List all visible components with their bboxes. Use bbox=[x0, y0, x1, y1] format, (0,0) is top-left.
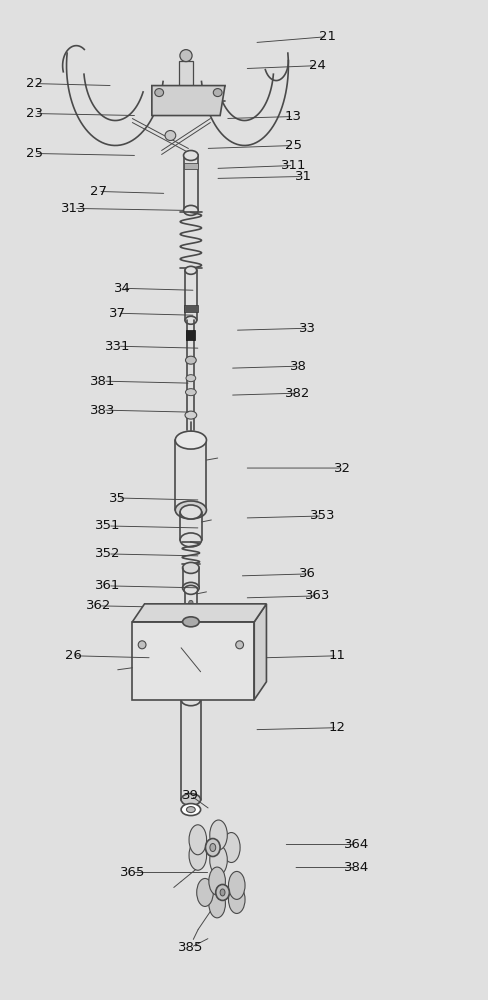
Text: 36: 36 bbox=[299, 567, 316, 580]
Ellipse shape bbox=[183, 205, 198, 215]
Text: 33: 33 bbox=[299, 322, 316, 335]
Ellipse shape bbox=[228, 886, 244, 913]
Text: 39: 39 bbox=[182, 789, 199, 802]
Ellipse shape bbox=[222, 833, 240, 862]
Ellipse shape bbox=[182, 617, 199, 627]
Bar bbox=[183, 163, 198, 169]
Text: 22: 22 bbox=[26, 77, 43, 90]
Ellipse shape bbox=[164, 131, 175, 140]
Text: 37: 37 bbox=[109, 307, 126, 320]
Ellipse shape bbox=[189, 825, 206, 855]
Text: 25: 25 bbox=[26, 147, 43, 160]
Ellipse shape bbox=[208, 867, 225, 895]
Ellipse shape bbox=[235, 641, 243, 649]
Text: 24: 24 bbox=[308, 59, 325, 72]
Ellipse shape bbox=[138, 641, 146, 649]
Text: 23: 23 bbox=[26, 107, 43, 120]
Ellipse shape bbox=[182, 582, 199, 593]
Ellipse shape bbox=[220, 889, 224, 896]
Ellipse shape bbox=[183, 150, 198, 160]
Polygon shape bbox=[132, 622, 254, 700]
Text: 364: 364 bbox=[344, 838, 368, 851]
Ellipse shape bbox=[175, 431, 206, 449]
Ellipse shape bbox=[228, 871, 244, 899]
Ellipse shape bbox=[185, 356, 196, 364]
Ellipse shape bbox=[205, 839, 220, 857]
Text: 385: 385 bbox=[178, 941, 203, 954]
Ellipse shape bbox=[208, 890, 225, 918]
Ellipse shape bbox=[180, 533, 201, 547]
Ellipse shape bbox=[184, 411, 196, 419]
Text: 331: 331 bbox=[105, 340, 130, 353]
Ellipse shape bbox=[183, 585, 197, 594]
Text: 21: 21 bbox=[318, 30, 335, 43]
Ellipse shape bbox=[213, 89, 222, 97]
Text: 27: 27 bbox=[89, 185, 106, 198]
Bar bbox=[183, 305, 197, 312]
Ellipse shape bbox=[182, 562, 199, 573]
Ellipse shape bbox=[184, 316, 196, 324]
Ellipse shape bbox=[181, 611, 200, 622]
Text: 26: 26 bbox=[65, 649, 82, 662]
Text: 35: 35 bbox=[109, 492, 126, 505]
Polygon shape bbox=[254, 604, 266, 700]
Text: 13: 13 bbox=[284, 110, 301, 123]
Ellipse shape bbox=[180, 50, 192, 62]
Ellipse shape bbox=[209, 820, 227, 850]
Text: 352: 352 bbox=[95, 547, 121, 560]
Ellipse shape bbox=[181, 794, 200, 806]
Ellipse shape bbox=[181, 804, 200, 816]
Text: 11: 11 bbox=[328, 649, 345, 662]
Ellipse shape bbox=[185, 389, 196, 396]
Text: 382: 382 bbox=[285, 387, 310, 400]
Ellipse shape bbox=[209, 844, 215, 852]
Text: 313: 313 bbox=[61, 202, 86, 215]
Bar bbox=[178, 61, 193, 89]
Ellipse shape bbox=[181, 694, 200, 706]
Ellipse shape bbox=[215, 884, 229, 900]
Text: 384: 384 bbox=[344, 861, 368, 874]
Ellipse shape bbox=[209, 845, 227, 875]
Text: 381: 381 bbox=[90, 375, 116, 388]
Text: 362: 362 bbox=[85, 599, 111, 612]
Text: 38: 38 bbox=[289, 360, 306, 373]
Ellipse shape bbox=[183, 610, 197, 619]
Ellipse shape bbox=[196, 878, 213, 906]
Ellipse shape bbox=[186, 807, 195, 813]
Polygon shape bbox=[132, 604, 266, 622]
Ellipse shape bbox=[185, 375, 195, 382]
Text: 34: 34 bbox=[114, 282, 131, 295]
Text: 25: 25 bbox=[284, 139, 301, 152]
Ellipse shape bbox=[188, 600, 193, 605]
Text: 31: 31 bbox=[294, 170, 311, 183]
Ellipse shape bbox=[180, 505, 201, 519]
Text: 311: 311 bbox=[280, 159, 305, 172]
Text: 365: 365 bbox=[120, 866, 145, 879]
Ellipse shape bbox=[175, 501, 206, 519]
Text: 363: 363 bbox=[305, 589, 330, 602]
Text: 383: 383 bbox=[90, 404, 116, 417]
Text: 361: 361 bbox=[95, 579, 121, 592]
Ellipse shape bbox=[184, 266, 196, 274]
Text: 12: 12 bbox=[328, 721, 345, 734]
Text: 351: 351 bbox=[95, 519, 121, 532]
Bar bbox=[186, 330, 195, 340]
Ellipse shape bbox=[189, 840, 206, 870]
Text: 32: 32 bbox=[333, 462, 350, 475]
Polygon shape bbox=[152, 86, 224, 116]
Ellipse shape bbox=[155, 89, 163, 97]
Text: 353: 353 bbox=[309, 509, 335, 522]
